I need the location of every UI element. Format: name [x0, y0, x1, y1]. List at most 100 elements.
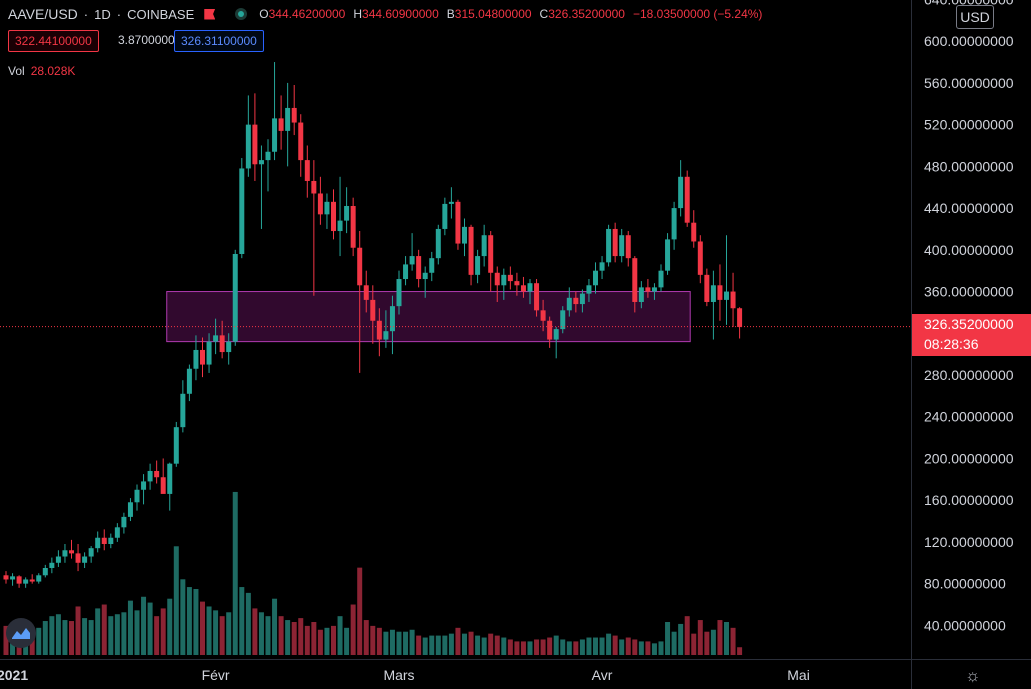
volume-bar — [697, 620, 703, 655]
y-tick-label: 40.00000000 — [924, 617, 1006, 633]
volume-bar — [265, 616, 271, 655]
volume-bar — [206, 606, 212, 655]
volume-bar — [258, 612, 264, 655]
settings-gear-icon[interactable]: ☼ — [965, 666, 981, 685]
candle — [16, 575, 22, 588]
currency-button[interactable]: USD — [956, 5, 994, 29]
candle — [619, 228, 625, 263]
candle-body — [331, 201, 336, 232]
volume-bar — [167, 598, 173, 655]
candle — [331, 189, 336, 240]
candle — [435, 224, 441, 265]
buy-price-button[interactable]: 326.31100000 — [174, 30, 264, 52]
candle — [665, 233, 671, 275]
candle-body — [75, 553, 81, 563]
volume-bar — [547, 637, 553, 655]
candle-body — [265, 151, 271, 161]
volume-bar — [75, 606, 81, 655]
candle-body — [114, 527, 120, 538]
volume-bar — [291, 622, 297, 655]
candle-body — [534, 283, 540, 311]
candle-body — [619, 235, 625, 257]
candle — [200, 337, 205, 378]
candle — [691, 210, 697, 248]
volume-bar — [226, 612, 232, 655]
volume-bar — [579, 639, 585, 655]
candle-body — [710, 285, 716, 302]
candle-body — [737, 308, 743, 328]
range-zone[interactable] — [166, 291, 691, 343]
support-resistance-zone[interactable] — [166, 291, 691, 343]
candle-body — [475, 256, 481, 275]
volume-bar — [520, 641, 526, 655]
candle-body — [272, 118, 278, 152]
candle-body — [514, 281, 520, 286]
ohlc-high: 344.60900000 — [362, 7, 439, 21]
candle — [717, 264, 723, 321]
volume-bar — [534, 639, 540, 655]
volume-bar — [553, 635, 559, 655]
candle — [501, 268, 507, 300]
candle — [154, 460, 160, 484]
candle — [422, 266, 428, 298]
candle-body — [442, 203, 448, 229]
candle — [638, 281, 644, 309]
candle — [697, 235, 703, 284]
ohlc-values: O344.46200000 H344.60900000 B315.0480000… — [259, 7, 763, 21]
candle — [730, 272, 736, 328]
candle — [95, 531, 101, 553]
candle — [376, 308, 382, 357]
tradingview-logo-icon[interactable] — [6, 618, 36, 648]
y-tick-label: 520.00000000 — [924, 117, 1014, 133]
candle-body — [186, 368, 192, 394]
candle-body — [239, 168, 245, 254]
volume-bar — [285, 620, 291, 655]
volume-bar — [619, 639, 625, 655]
volume-bar — [475, 635, 481, 655]
candle — [710, 270, 716, 340]
volume-bar — [252, 608, 258, 655]
candle-body — [599, 262, 605, 271]
symbol-name[interactable]: AAVE/USD — [8, 6, 78, 22]
volume-bar — [82, 618, 88, 655]
candle — [226, 333, 232, 365]
candle — [586, 279, 592, 302]
candle — [560, 306, 566, 334]
candle-body — [494, 272, 500, 286]
interval-label[interactable]: 1D — [94, 6, 111, 22]
x-tick-label: Févr — [202, 667, 230, 683]
candle — [62, 544, 68, 563]
y-tick-label: 80.00000000 — [924, 576, 1006, 592]
candle-body — [665, 239, 671, 271]
candle — [141, 474, 147, 505]
candle-body — [527, 283, 533, 292]
candle-body — [29, 579, 35, 582]
candle — [593, 262, 598, 294]
candle — [507, 266, 513, 290]
candle-body — [409, 256, 415, 265]
candle-body — [88, 548, 94, 557]
y-tick-label: 200.00000000 — [924, 450, 1014, 466]
candle — [258, 145, 264, 229]
candle — [265, 139, 271, 192]
y-tick-label: 560.00000000 — [924, 75, 1014, 91]
candle — [23, 577, 29, 588]
volume-bar — [213, 610, 219, 655]
candle-body — [612, 228, 618, 257]
sell-price-button[interactable]: 322.44100000 — [8, 30, 99, 52]
candle-body — [258, 160, 264, 165]
candle-body — [10, 576, 16, 580]
candle — [606, 224, 612, 267]
y-tick-label: 360.00000000 — [924, 284, 1014, 300]
flag-icon[interactable] — [204, 8, 216, 20]
candle-body — [42, 567, 48, 576]
candle-body — [69, 550, 74, 554]
candle-body — [625, 235, 631, 259]
volume-bar — [383, 631, 389, 655]
candle-body — [245, 124, 251, 169]
candle — [114, 523, 120, 542]
candle-body — [62, 550, 68, 557]
candle — [579, 289, 585, 313]
